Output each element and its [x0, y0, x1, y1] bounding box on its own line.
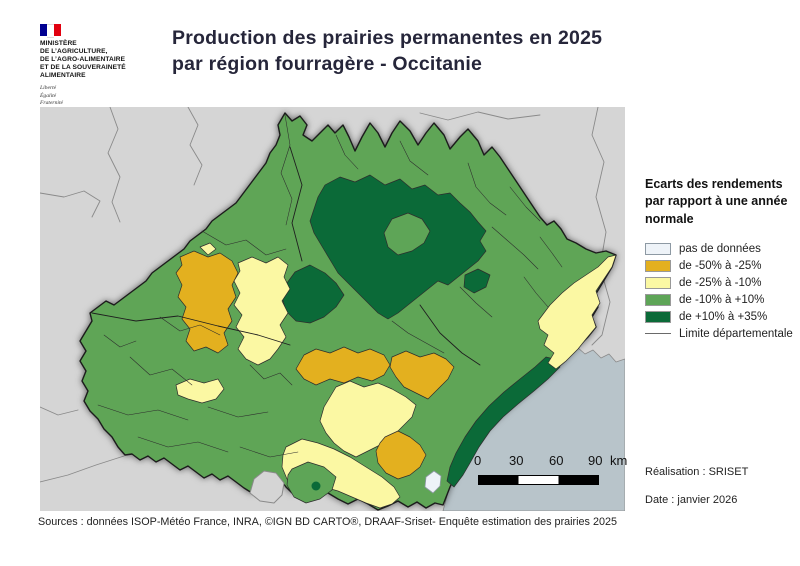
- legend-label: Limite départementale: [679, 327, 793, 340]
- forage-region-dark-dot-south: [311, 481, 321, 491]
- forage-region-gold-mid-band: [295, 346, 391, 386]
- forage-boundary: [399, 140, 429, 176]
- ministry-line: DE L’AGRO-ALIMENTAIRE: [40, 56, 126, 64]
- motto-line: Fraternité: [40, 100, 63, 107]
- dept-boundary-outside: [107, 107, 121, 223]
- legend-label: de +10% à +35%: [679, 310, 768, 323]
- forage-boundary: [459, 286, 493, 318]
- andorra: [249, 470, 285, 504]
- forage-region-dark-small-east: [463, 268, 491, 294]
- forage-boundary: [201, 230, 287, 256]
- legend-label: de -10% à +10%: [679, 293, 765, 306]
- forage-region-dark-coastal-strip: [446, 356, 561, 488]
- legend-item-minus25-minus10: de -25% à -10%: [645, 276, 797, 289]
- dept-boundary-inside: [91, 312, 291, 346]
- forage-boundary: [159, 316, 221, 336]
- dept-boundary-outside: [40, 406, 79, 416]
- forage-boundary: [97, 404, 189, 421]
- forage-region-yellow-central-column: [233, 256, 291, 366]
- scale-tick-90: 90: [588, 453, 603, 468]
- dept-boundary-inside: [419, 304, 481, 366]
- legend-label: de -50% à -25%: [679, 259, 762, 272]
- occitanie-map: [40, 107, 625, 511]
- legend-item-minus50-minus25: de -50% à -25%: [645, 259, 797, 272]
- forage-region-green-south-patch: [286, 461, 337, 504]
- dept-boundary-outside: [187, 107, 203, 186]
- scale-bar-segments: [478, 475, 599, 485]
- legend-item-plus10-plus35: de +10% à +35%: [645, 310, 797, 323]
- forage-boundary: [249, 364, 293, 386]
- scale-tick-30: 30: [509, 453, 524, 468]
- forage-boundary: [467, 162, 507, 216]
- forage-boundary: [207, 406, 269, 418]
- forage-boundary: [523, 276, 549, 308]
- forage-boundary: [280, 114, 293, 226]
- page-title-line-2: par région fourragère - Occitanie: [172, 52, 483, 75]
- forage-region-gold-coastal-band: [389, 350, 455, 400]
- forage-boundary: [335, 134, 359, 170]
- map-panel: 0 30 60 90 km: [40, 107, 627, 511]
- realisation-credit: Réalisation : SRISET: [645, 466, 749, 478]
- forage-region-gold-roussillon: [375, 430, 427, 480]
- dept-boundary-outside: [591, 107, 611, 346]
- scale-tick-60: 60: [549, 453, 564, 468]
- forage-region-yellow-sliver-top: [199, 242, 217, 256]
- forage-region-yellow-west-sliver: [175, 378, 225, 404]
- ministry-line: ALIMENTAIRE: [40, 72, 86, 80]
- legend-swatch-green: [645, 293, 671, 306]
- ministry-logo: MINISTÈRE DE L’AGRICULTURE, DE L’AGRO-AL…: [40, 24, 158, 108]
- forage-region-no-data: [424, 470, 442, 494]
- republic-motto: Liberté Égalité Fraternité: [40, 85, 158, 108]
- forage-boundary: [103, 334, 137, 348]
- legend-item-no-data: pas de données: [645, 242, 797, 255]
- legend-item-department-limit: Limite départementale: [645, 328, 797, 340]
- spain-border: [40, 455, 125, 483]
- date-note: Date : janvier 2026: [645, 494, 738, 506]
- forage-boundary: [239, 446, 299, 458]
- legend-line-symbol: [645, 333, 671, 335]
- forage-boundary: [491, 226, 539, 270]
- forage-boundary: [509, 186, 541, 222]
- map-legend: Ecarts des rendements par rapport à une …: [645, 176, 797, 345]
- forage-region-green-enclave: [383, 212, 431, 256]
- ministry-name: MINISTÈRE DE L’AGRICULTURE, DE L’AGRO-AL…: [40, 40, 158, 80]
- legend-label: pas de données: [679, 242, 761, 255]
- legend-label: de -25% à -10%: [679, 276, 762, 289]
- legend-item-minus10-plus10: de -10% à +10%: [645, 293, 797, 306]
- legend-swatch-yellow: [645, 276, 671, 289]
- page-title: Production des prairies permanentes en 2…: [172, 26, 602, 77]
- legend-title: Ecarts des rendements par rapport à une …: [645, 177, 788, 226]
- forage-boundary: [129, 356, 193, 386]
- page-title-line-1: Production des prairies permanentes en 2…: [172, 27, 603, 49]
- legend-swatch-gold: [645, 259, 671, 272]
- forage-region-yellow-gard: [537, 254, 617, 370]
- ministry-line: ET DE LA SOUVERAINETÉ: [40, 64, 126, 72]
- forage-boundary: [137, 436, 229, 453]
- motto-line: Égalité: [40, 92, 57, 99]
- ministry-line: DE L’AGRICULTURE,: [40, 48, 108, 56]
- legend-swatch-no-data: [645, 242, 671, 255]
- dept-boundary-outside: [40, 190, 101, 218]
- french-flag-icon: [40, 24, 61, 38]
- occitanie-region-base: [79, 112, 617, 511]
- legend-swatch-dark-green: [645, 310, 671, 323]
- motto-line: Liberté: [40, 85, 57, 92]
- scale-bar: 0 30 60 90 km: [474, 453, 638, 493]
- ministry-line: MINISTÈRE: [40, 40, 77, 47]
- sources-note: Sources : données ISOP-Météo France, INR…: [38, 516, 617, 528]
- forage-boundary: [391, 320, 445, 354]
- forage-boundary: [539, 236, 563, 268]
- scale-tick-0: 0: [474, 453, 482, 468]
- dept-boundary-inside: [289, 146, 303, 262]
- scale-unit-label: km: [610, 453, 628, 468]
- dept-boundary-outside: [419, 111, 541, 121]
